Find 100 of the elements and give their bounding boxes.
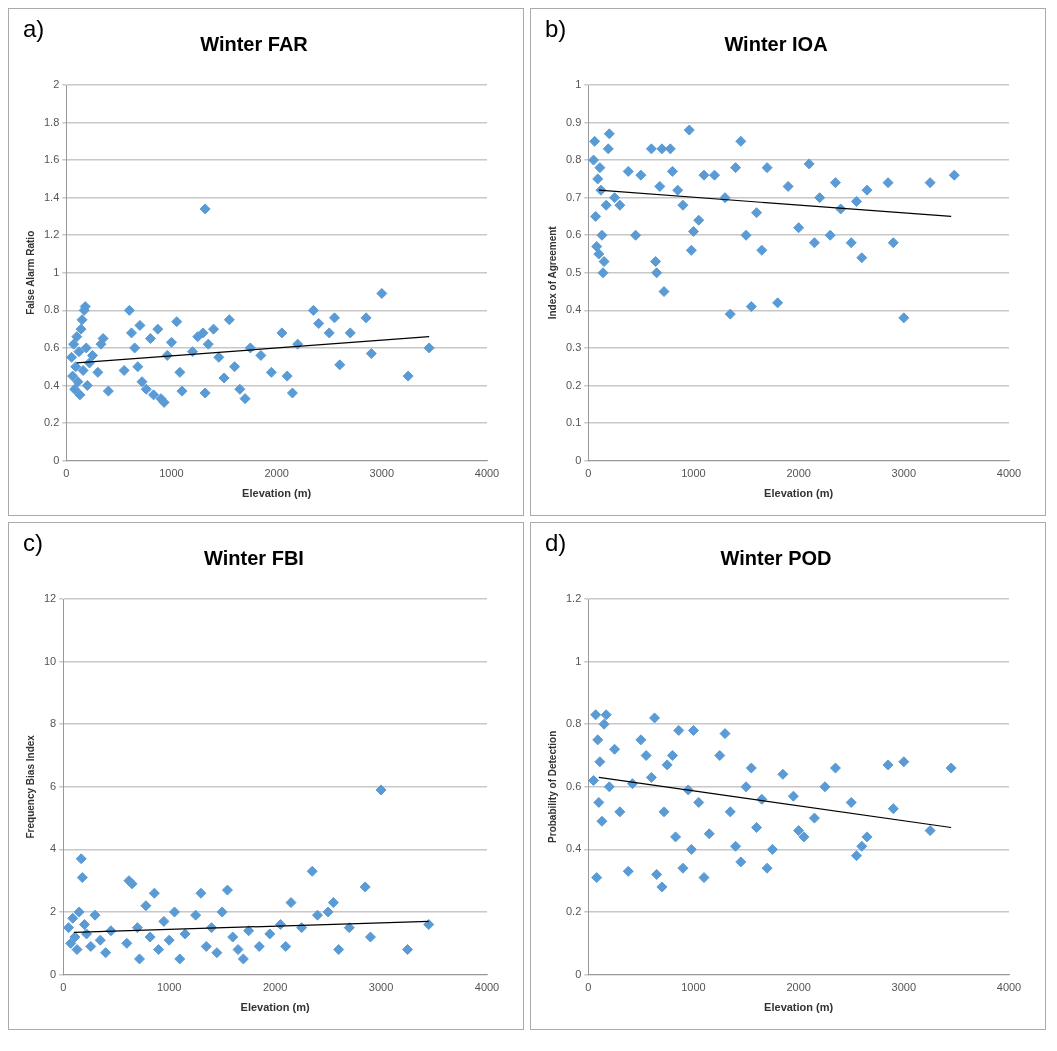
point xyxy=(73,906,85,918)
point xyxy=(134,953,146,965)
point xyxy=(285,897,297,909)
y-tick-label: 0.3 xyxy=(565,340,582,353)
point xyxy=(375,784,387,796)
point xyxy=(693,796,705,808)
point xyxy=(898,756,910,768)
point xyxy=(687,724,699,736)
point xyxy=(745,762,757,774)
y-tick-label: 0.8 xyxy=(43,303,60,316)
x-tick-label: 4000 xyxy=(996,467,1022,480)
point xyxy=(94,934,106,946)
point xyxy=(179,928,191,940)
point xyxy=(673,724,685,736)
point xyxy=(850,850,862,862)
point xyxy=(69,931,81,943)
point xyxy=(698,872,710,884)
y-axis-title: Frequency Bias Index xyxy=(24,734,36,839)
point xyxy=(158,915,170,927)
point xyxy=(121,937,133,949)
point xyxy=(670,831,682,843)
point xyxy=(359,881,371,893)
point xyxy=(148,887,160,899)
point xyxy=(714,750,726,761)
y-axis-title: Probability of Detection xyxy=(546,730,558,843)
y-tick-label: 0.4 xyxy=(43,378,60,391)
point xyxy=(724,806,736,818)
y-tick-label: 0 xyxy=(53,453,60,466)
point xyxy=(168,906,180,918)
point xyxy=(685,843,697,855)
text: b) xyxy=(545,15,567,43)
point xyxy=(798,831,810,843)
point xyxy=(296,922,308,934)
point xyxy=(423,919,435,931)
point xyxy=(829,762,841,774)
x-axis-title: Elevation (m) xyxy=(764,487,834,500)
y-tick-label: 1.2 xyxy=(565,592,582,605)
point xyxy=(76,872,88,884)
chart-title: Winter FAR xyxy=(200,32,309,55)
point xyxy=(819,781,831,793)
chart-title: Winter FBI xyxy=(204,546,304,569)
point xyxy=(649,712,661,724)
y-tick-label: 1.4 xyxy=(43,190,60,203)
y-tick-label: 0.4 xyxy=(565,842,582,855)
point xyxy=(593,796,605,808)
y-tick-label: 0.6 xyxy=(565,228,582,241)
point xyxy=(600,709,612,721)
point xyxy=(333,944,345,956)
y-tick-label: 0.8 xyxy=(565,717,582,730)
point xyxy=(887,803,899,815)
point xyxy=(777,768,789,780)
point xyxy=(766,843,778,855)
y-tick-label: 1.2 xyxy=(43,228,60,241)
point xyxy=(364,931,376,943)
point xyxy=(63,922,75,934)
point xyxy=(787,790,799,802)
x-tick-label: 3000 xyxy=(891,467,917,480)
x-tick-label: 2000 xyxy=(264,467,289,480)
point xyxy=(640,750,652,761)
point xyxy=(594,756,606,768)
point xyxy=(645,771,657,783)
y-tick-label: 1.6 xyxy=(43,153,60,166)
point xyxy=(71,944,83,956)
y-tick-label: 0.8 xyxy=(565,153,582,166)
point xyxy=(232,944,244,956)
point xyxy=(590,709,602,721)
point xyxy=(243,925,255,937)
point xyxy=(666,750,678,761)
point xyxy=(216,906,228,918)
point xyxy=(75,853,87,865)
x-axis-title: Elevation (m) xyxy=(240,1001,310,1014)
y-tick-label: 0.6 xyxy=(565,779,582,792)
point xyxy=(598,718,610,730)
point xyxy=(221,884,233,896)
point xyxy=(635,734,647,746)
y-tick-label: 0.4 xyxy=(565,303,582,316)
point xyxy=(656,881,668,893)
y-tick-label: 0.2 xyxy=(565,378,582,391)
point xyxy=(174,953,186,965)
point xyxy=(703,828,715,840)
point xyxy=(761,862,773,874)
point xyxy=(740,781,752,793)
x-axis-title: Elevation (m) xyxy=(242,487,312,500)
point xyxy=(622,865,634,877)
y-tick-label: 0 xyxy=(575,967,582,980)
y-tick-label: 6 xyxy=(50,779,57,792)
point xyxy=(402,944,414,956)
x-tick-label: 4000 xyxy=(474,981,500,994)
point xyxy=(153,944,165,956)
x-tick-label: 1000 xyxy=(681,467,706,480)
point xyxy=(100,947,112,959)
x-tick-label: 1000 xyxy=(681,981,706,994)
y-tick-label: 2 xyxy=(50,905,57,918)
x-axis-title: Elevation (m) xyxy=(764,1001,834,1014)
point xyxy=(280,940,292,952)
point xyxy=(808,812,820,824)
point xyxy=(596,815,608,827)
x-tick-label: 2000 xyxy=(262,981,288,994)
y-tick-label: 1 xyxy=(575,654,582,667)
x-tick-label: 2000 xyxy=(786,981,811,994)
